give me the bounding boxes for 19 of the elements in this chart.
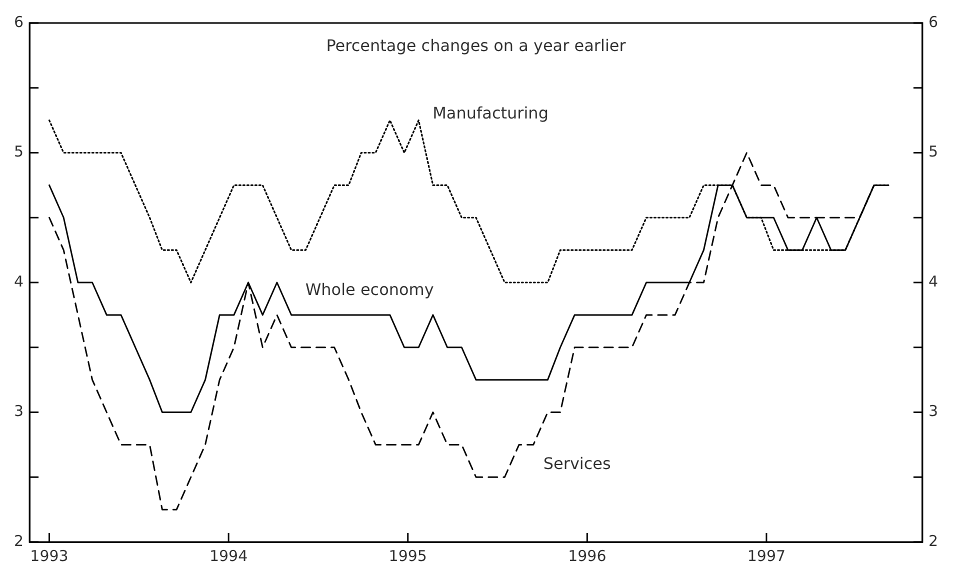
y2-tick-label: 6 <box>928 12 938 31</box>
annotation: Percentage changes on a year earlier <box>326 36 626 56</box>
y-tick-label: 2 <box>14 532 24 550</box>
y-tick-label: 6 <box>14 12 24 31</box>
x-tick-label: 1995 <box>388 546 427 565</box>
x-tick-label: 1996 <box>568 546 606 565</box>
y2-tick-label: 3 <box>928 402 938 420</box>
series-label: Manufacturing <box>432 103 548 122</box>
y2-tick-label: 2 <box>928 532 938 550</box>
y-tick-label: 4 <box>14 272 24 290</box>
series-label: Services <box>543 454 611 473</box>
x-tick-label: 1994 <box>209 546 248 565</box>
y-tick-label: 5 <box>14 142 24 161</box>
series-label: Whole economy <box>305 280 434 300</box>
x-tick-label: 1997 <box>747 546 786 565</box>
x-tick-label: 1993 <box>30 546 68 565</box>
y2-tick-label: 5 <box>928 142 938 161</box>
y-tick-label: 3 <box>14 402 24 420</box>
y2-tick-label: 4 <box>928 272 938 290</box>
